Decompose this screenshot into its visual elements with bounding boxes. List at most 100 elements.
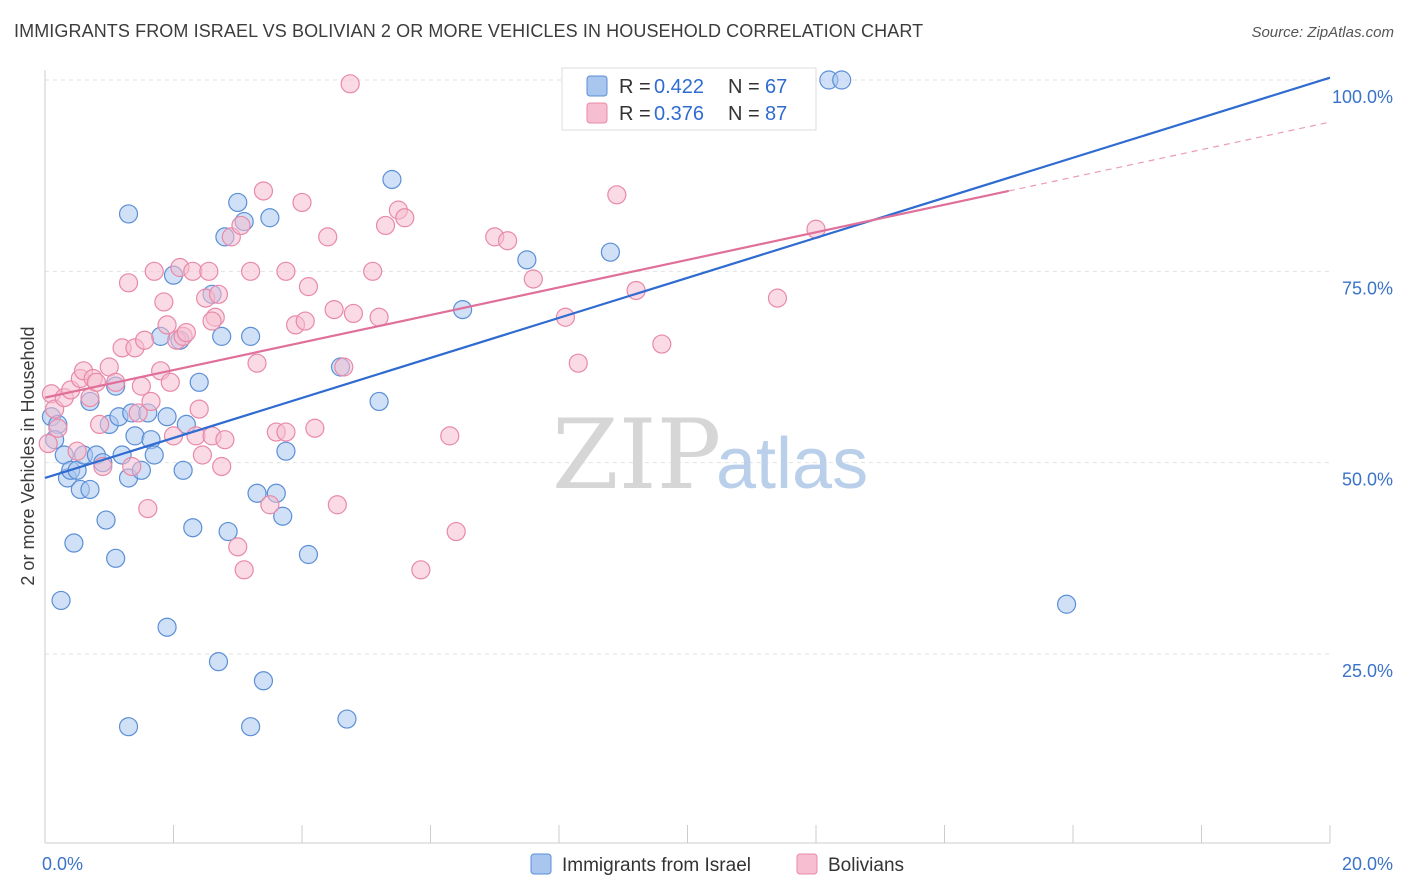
israel-point <box>337 709 357 729</box>
bolivian-trend-extension <box>1008 121 1331 192</box>
israel-point <box>241 717 261 737</box>
x-tick-label-max: 20.0% <box>1342 854 1393 874</box>
israel-point <box>106 548 126 568</box>
legend-n-bolivian: 87 <box>765 103 787 125</box>
israel-point <box>189 372 209 392</box>
bolivian-point <box>295 311 315 331</box>
israel-point <box>144 445 164 465</box>
israel-point <box>218 521 238 542</box>
watermark: ZIP atlas <box>552 399 868 511</box>
y-tick-label: 50.0% <box>1342 470 1393 490</box>
bolivian-point <box>343 303 363 324</box>
x-tick-marks <box>44 825 1331 843</box>
israel-point <box>253 671 274 691</box>
y-tick-label: 100.0% <box>1332 87 1393 107</box>
legend-r-israel: 0.422 <box>654 76 704 98</box>
bolivian-point <box>144 261 164 281</box>
israel-point <box>64 533 84 553</box>
legend-swatch-israel <box>586 75 608 97</box>
bolivian-point <box>324 300 344 320</box>
legend-n-label-bolivian: N = <box>728 103 760 125</box>
bolivian-point <box>247 353 267 373</box>
bolivian-point <box>375 215 396 236</box>
bolivian-point <box>276 261 296 281</box>
bolivian-point <box>38 433 58 454</box>
bolivian-point <box>208 284 229 304</box>
israel-point <box>247 483 267 503</box>
israel-point <box>118 204 139 224</box>
bolivian-point <box>157 315 177 335</box>
israel-point <box>157 407 177 427</box>
bolivian-point <box>568 353 588 373</box>
bolivian-point <box>90 414 110 434</box>
bolivian-point <box>234 560 254 580</box>
bolivian-point <box>241 261 261 281</box>
bolivian-point <box>446 521 466 542</box>
bolivian-point <box>138 498 158 519</box>
bolivian-point <box>122 456 142 477</box>
bolivian-point <box>141 391 161 412</box>
israel-point <box>1056 594 1077 614</box>
israel-point <box>517 250 537 270</box>
bolivian-point <box>334 357 354 377</box>
y-tick-label: 75.0% <box>1342 278 1393 298</box>
israel-point <box>260 208 280 228</box>
y-tick-labels: 25.0% 50.0% 75.0% 100.0% <box>1332 87 1393 681</box>
israel-point <box>183 518 203 538</box>
bolivian-point <box>189 399 209 419</box>
bolivian-point <box>440 426 460 446</box>
bolivian-trend-line <box>44 189 1009 399</box>
israel-point <box>298 544 319 565</box>
trend-lines <box>44 76 1331 480</box>
israel-points <box>41 70 1077 737</box>
bolivian-point <box>292 192 312 213</box>
legend-n-israel: 67 <box>765 76 787 98</box>
bolivian-point <box>253 181 274 201</box>
bolivian-point <box>327 495 347 515</box>
bolivian-point <box>607 185 627 205</box>
bottom-legend-label-bolivian: Bolivians <box>828 855 904 876</box>
bolivian-point <box>228 537 248 557</box>
israel-point <box>832 70 852 90</box>
bottom-legend: Immigrants from Israel Bolivians <box>530 853 904 876</box>
bolivian-point <box>305 418 325 438</box>
source-credit: Source: ZipAtlas.com <box>1251 24 1394 41</box>
bolivian-point <box>318 227 338 247</box>
bolivian-point <box>340 74 360 94</box>
watermark-zip: ZIP <box>552 399 721 511</box>
bolivian-point <box>128 403 148 423</box>
bolivian-point <box>202 311 222 331</box>
bolivian-point <box>154 292 174 312</box>
legend-r-label-israel: R = <box>619 76 651 98</box>
bolivian-point <box>395 208 415 228</box>
bolivian-point <box>523 269 543 289</box>
israel-point <box>173 460 193 480</box>
bottom-legend-swatch-israel <box>530 853 552 875</box>
israel-point <box>228 192 248 213</box>
legend-r-label-bolivian: R = <box>619 103 651 125</box>
bolivian-point <box>67 441 87 461</box>
bolivian-point <box>183 261 203 281</box>
israel-point <box>125 426 145 446</box>
bolivian-point <box>192 445 213 465</box>
israel-trend-line <box>44 76 1331 480</box>
bolivian-point <box>212 456 232 477</box>
bottom-legend-swatch-bolivian <box>796 853 818 875</box>
chart-title: IMMIGRANTS FROM ISRAEL VS BOLIVIAN 2 OR … <box>14 21 924 41</box>
bolivian-point <box>215 430 235 450</box>
x-tick-label-min: 0.0% <box>42 854 83 874</box>
israel-point <box>96 510 116 530</box>
israel-point <box>212 326 232 346</box>
bolivian-point <box>118 273 139 293</box>
bolivian-point <box>363 261 383 281</box>
bolivian-point <box>176 322 196 343</box>
israel-point <box>600 242 621 262</box>
bolivian-point <box>160 372 180 392</box>
legend: R = 0.422 N = 67 R = 0.376 N = 87 <box>561 67 817 131</box>
bolivian-point <box>131 376 151 396</box>
legend-n-label-israel: N = <box>728 76 760 98</box>
bolivian-point <box>231 215 251 236</box>
bolivian-point <box>134 330 155 350</box>
bolivian-point <box>48 418 68 438</box>
